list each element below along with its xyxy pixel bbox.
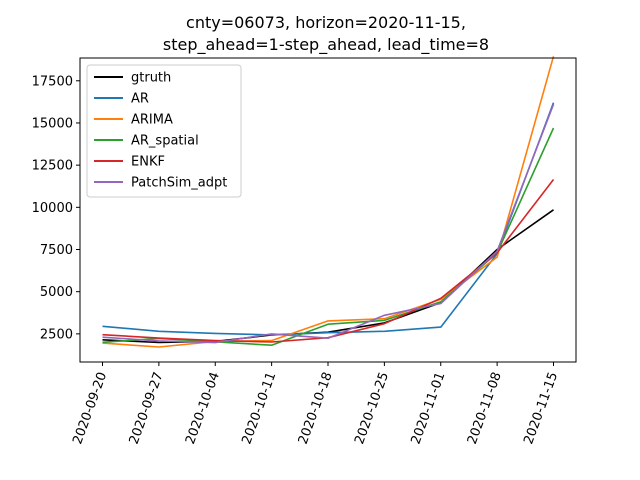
x-tick-label: 2020-11-15 — [521, 370, 561, 446]
y-tick-label: 5000 — [40, 285, 73, 300]
x-tick-label: 2020-11-01 — [409, 370, 449, 446]
legend-label: PatchSim_adpt — [131, 176, 227, 191]
x-tick-label: 2020-10-04 — [183, 370, 223, 446]
x-tick-label: 2020-09-27 — [127, 370, 167, 446]
chart-title: cnty=06073, horizon=2020-11-15, step_ahe… — [163, 13, 489, 55]
legend-label: gtruth — [131, 71, 171, 86]
y-tick-label: 7500 — [40, 243, 73, 258]
series-layer — [102, 56, 555, 348]
legend-label: ENKF — [131, 155, 165, 170]
x-tick-label: 2020-11-08 — [465, 370, 505, 446]
series-line-patchsim-adpt — [102, 104, 555, 344]
y-tick-label: 2500 — [40, 327, 73, 342]
series-line-gtruth — [102, 209, 554, 344]
x-tick-label: 2020-10-11 — [239, 370, 279, 446]
x-tick-label: 2020-10-18 — [296, 370, 336, 446]
y-tick-label: 10000 — [32, 201, 73, 216]
legend-box — [86, 64, 242, 198]
y-tick-label: 12500 — [32, 159, 73, 174]
chart-title-line-1: cnty=06073, horizon=2020-11-15, — [186, 13, 466, 32]
y-tick-label: 15000 — [32, 116, 73, 131]
x-tick-label: 2020-10-25 — [352, 370, 392, 446]
chart-title-line-2: step_ahead=1-step_ahead, lead_time=8 — [163, 35, 489, 55]
series-line-ar — [102, 102, 555, 336]
plot-frame — [79, 57, 577, 363]
legend-label: AR — [131, 92, 149, 107]
legend-label: AR_spatial — [131, 134, 199, 149]
y-tick-label: 17500 — [32, 74, 73, 89]
legend: gtruth AR ARIMA AR_spatial ENKF PatchSim_adpt — [86, 64, 242, 198]
series-line-arima — [102, 56, 555, 348]
legend-label: ARIMA — [131, 113, 173, 128]
x-tick-label: 2020-09-20 — [70, 370, 110, 446]
